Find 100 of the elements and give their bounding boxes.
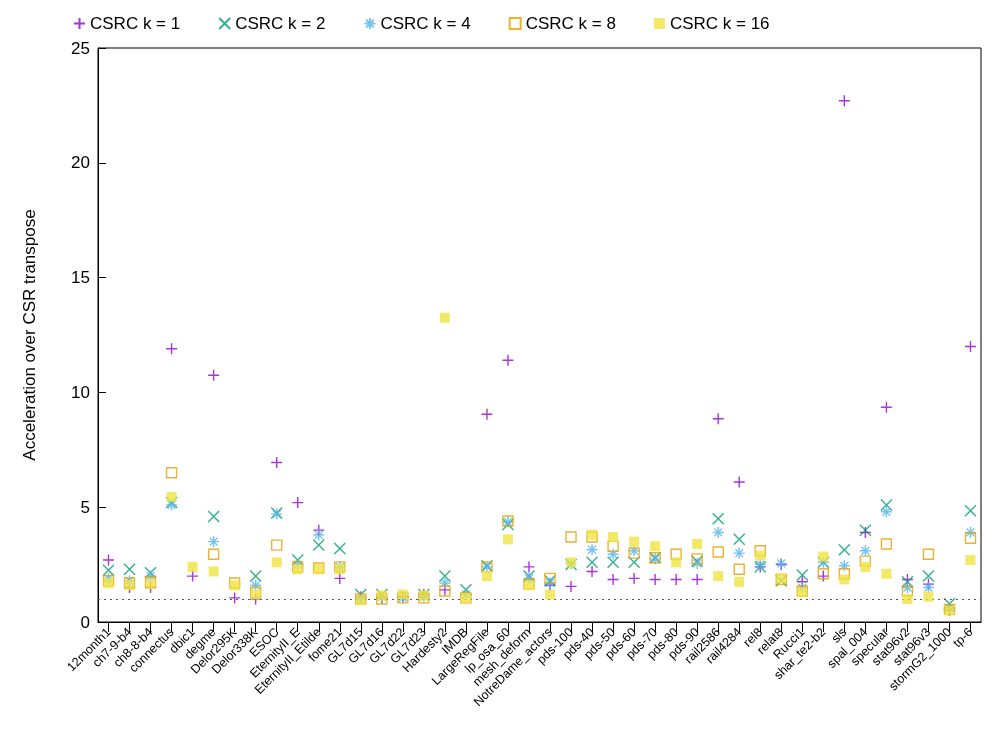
- point: [102, 564, 115, 577]
- point: [312, 528, 325, 541]
- point: [165, 467, 178, 479]
- point: [755, 550, 766, 561]
- point: [207, 548, 220, 560]
- point: [565, 531, 577, 543]
- point: [964, 532, 977, 544]
- point: [291, 496, 304, 509]
- point: [901, 581, 914, 594]
- point: [166, 491, 177, 502]
- point: [249, 569, 262, 583]
- point: [670, 548, 682, 560]
- y-tick-label: 15: [71, 268, 90, 288]
- point: [165, 342, 178, 355]
- point: [733, 563, 745, 575]
- point: [880, 538, 893, 550]
- point: [629, 536, 640, 547]
- point: [859, 555, 872, 567]
- point: [333, 572, 346, 585]
- point: [270, 456, 283, 469]
- point: [502, 534, 513, 545]
- legend-label: CSRC k = 1: [90, 14, 181, 33]
- point: [439, 312, 450, 323]
- legend-label: CSRC k = 16: [669, 14, 770, 33]
- y-tick-label: 5: [80, 497, 90, 517]
- point: [838, 559, 851, 572]
- y-tick-label: 25: [71, 38, 90, 58]
- point: [271, 557, 282, 568]
- point: [733, 475, 746, 489]
- point: [671, 557, 682, 568]
- point: [208, 566, 219, 577]
- point: [607, 540, 619, 552]
- point: [964, 526, 977, 539]
- point: [333, 542, 346, 555]
- point: [606, 573, 620, 586]
- legend-label: CSRC k = 2: [235, 14, 326, 33]
- x-tick-label: tp-6: [950, 625, 976, 651]
- point: [606, 556, 620, 569]
- point: [102, 553, 115, 567]
- point: [187, 561, 198, 572]
- point: [734, 576, 745, 587]
- point: [712, 412, 725, 425]
- point: [585, 565, 599, 578]
- point: [648, 573, 662, 586]
- point: [881, 568, 892, 579]
- point: [690, 573, 704, 586]
- point: [860, 561, 871, 572]
- point: [481, 571, 492, 582]
- point: [838, 568, 851, 580]
- y-tick-label: 0: [80, 612, 90, 632]
- point: [480, 408, 494, 421]
- point: [818, 551, 829, 562]
- y-tick-label: 10: [71, 382, 90, 402]
- point: [545, 589, 556, 600]
- point: [713, 571, 724, 582]
- point: [754, 545, 766, 557]
- point: [922, 581, 935, 594]
- point: [501, 354, 515, 367]
- point: [965, 555, 976, 566]
- point: [271, 539, 283, 551]
- point: [207, 368, 220, 382]
- point: [207, 535, 220, 548]
- point: [880, 401, 893, 414]
- point: [902, 594, 913, 605]
- point: [312, 538, 325, 552]
- point: [733, 533, 746, 546]
- point: [585, 556, 599, 569]
- point: [123, 562, 136, 576]
- point: [608, 532, 619, 543]
- point: [585, 543, 599, 556]
- point: [186, 569, 199, 583]
- y-tick-label: 20: [71, 153, 90, 173]
- point: [207, 510, 220, 523]
- point: [712, 546, 724, 558]
- point: [669, 573, 683, 586]
- point: [228, 591, 241, 605]
- point: [838, 94, 851, 108]
- point: [712, 512, 725, 525]
- y-axis-title: Acceleration over CSR transpose: [20, 209, 39, 461]
- point: [249, 579, 262, 592]
- point: [964, 504, 977, 517]
- point: [627, 572, 641, 585]
- legend-label: CSRC k = 8: [525, 14, 616, 33]
- point: [438, 569, 452, 583]
- point: [733, 546, 746, 560]
- point: [923, 591, 934, 602]
- point: [839, 574, 850, 585]
- point: [291, 553, 304, 567]
- point: [838, 543, 851, 556]
- point: [901, 585, 914, 597]
- point: [964, 340, 977, 353]
- point: [692, 538, 703, 549]
- point: [712, 526, 725, 539]
- point: [564, 580, 578, 593]
- point: [606, 548, 620, 561]
- point: [796, 568, 809, 582]
- point: [650, 541, 661, 552]
- point: [438, 576, 452, 590]
- point: [880, 498, 893, 512]
- point: [522, 560, 536, 574]
